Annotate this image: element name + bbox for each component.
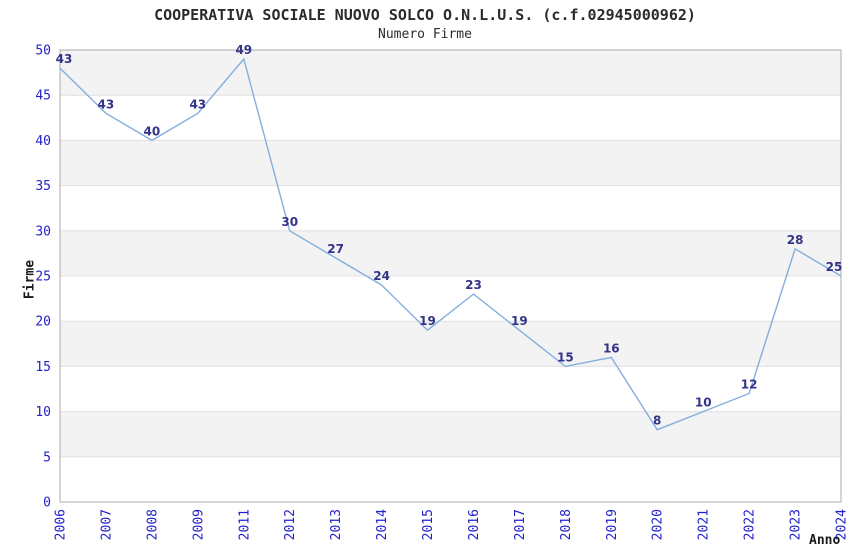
- point-label: 16: [603, 341, 620, 355]
- y-tick-label: 45: [35, 89, 51, 104]
- point-label: 15: [557, 350, 574, 364]
- plot-band: [60, 230, 841, 276]
- plot-band: [60, 411, 841, 457]
- x-tick-label: 2018: [559, 509, 574, 540]
- plot-band: [60, 321, 841, 367]
- plot-band: [60, 50, 841, 96]
- x-tick-label: 2024: [835, 509, 850, 540]
- point-label: 43: [56, 52, 73, 66]
- x-tick-label: 2016: [467, 509, 482, 540]
- y-tick-label: 25: [35, 270, 51, 285]
- x-tick-label: 2014: [375, 509, 390, 540]
- y-tick-label: 0: [43, 496, 51, 511]
- x-tick-label: 2012: [283, 509, 298, 540]
- x-tick-label: 2021: [697, 509, 712, 540]
- x-tick-label: 2006: [54, 509, 69, 540]
- x-tick-label: 2017: [513, 509, 528, 540]
- point-label: 10: [695, 396, 712, 410]
- point-label: 12: [741, 378, 758, 392]
- point-label: 49: [235, 43, 252, 57]
- plot-band: [60, 140, 841, 186]
- x-tick-label: 2009: [191, 509, 206, 540]
- point-label: 23: [465, 278, 482, 292]
- x-tick-label: 2013: [329, 509, 344, 540]
- x-tick-label: 2011: [237, 509, 252, 540]
- data-line: [59, 57, 842, 431]
- y-tick-label: 10: [35, 405, 51, 420]
- point-label: 8: [653, 414, 661, 428]
- point-label: 27: [327, 242, 344, 256]
- y-tick-label: 30: [35, 224, 51, 239]
- point-label: 19: [511, 314, 528, 328]
- chart-title: COOPERATIVA SOCIALE NUOVO SOLCO O.N.L.U.…: [154, 6, 696, 24]
- y-tick-label: 5: [43, 450, 51, 465]
- x-tick-label: 2023: [789, 509, 804, 540]
- point-label: 43: [189, 97, 206, 111]
- point-label: 43: [98, 97, 115, 111]
- y-tick-label: 50: [35, 44, 51, 59]
- point-label: 24: [373, 269, 390, 283]
- point-label: 28: [787, 233, 804, 247]
- point-label: 19: [419, 314, 436, 328]
- y-tick-label: 40: [35, 134, 51, 149]
- point-label: 25: [826, 260, 843, 274]
- point-label: 30: [281, 215, 298, 229]
- x-axis-title: Anno: [809, 533, 841, 548]
- y-tick-label: 20: [35, 315, 51, 330]
- x-tick-label: 2015: [421, 509, 436, 540]
- x-tick-label: 2007: [99, 509, 114, 540]
- x-tick-label: 2020: [651, 509, 666, 540]
- x-tick-label: 2008: [145, 509, 160, 540]
- y-tick-label: 35: [35, 179, 51, 194]
- point-label: 40: [144, 124, 161, 138]
- y-axis-title: Firme: [22, 259, 38, 300]
- x-tick-label: 2022: [743, 509, 758, 540]
- x-tick-label: 2019: [605, 509, 620, 540]
- chart-subtitle: Numero Firme: [378, 27, 472, 42]
- y-tick-label: 15: [35, 360, 51, 375]
